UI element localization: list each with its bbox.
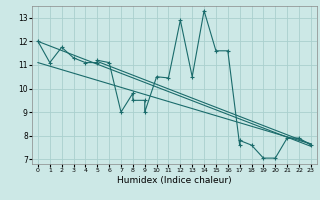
X-axis label: Humidex (Indice chaleur): Humidex (Indice chaleur) (117, 176, 232, 185)
